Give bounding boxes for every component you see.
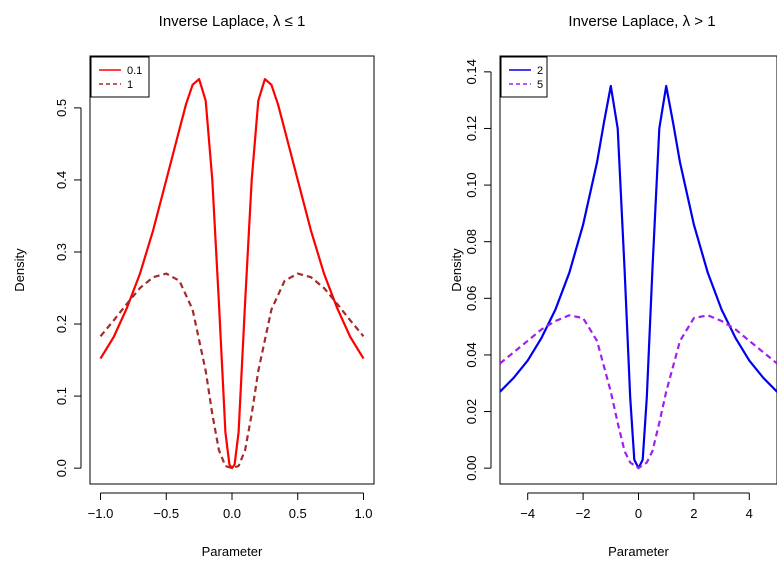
- x-tick-label: 0.5: [289, 506, 307, 521]
- y-tick-label: 0.2: [54, 315, 69, 333]
- x-tick-label: −2: [576, 506, 591, 521]
- y-tick-label: 0.4: [54, 171, 69, 189]
- y-tick-label: 0.08: [464, 229, 479, 254]
- chart-title: Inverse Laplace, λ ≤ 1: [159, 13, 306, 30]
- y-tick-label: 0.10: [464, 172, 479, 197]
- x-tick-label: 0: [635, 506, 642, 521]
- chart-panel-2: Inverse Laplace, λ > 1 −4 −2 0 2 4 0.00 0.02 0.0…: [449, 13, 777, 559]
- x-tick-label: 2: [690, 506, 697, 521]
- x-axis-label: Parameter: [202, 544, 263, 559]
- legend-label: 1: [127, 79, 133, 91]
- series-line-0.1: [99, 78, 365, 470]
- legend: 0.11: [90, 56, 150, 98]
- y-tick-label: 0.0: [54, 459, 69, 477]
- series-line-1: [99, 272, 365, 470]
- y-axis-label: Density: [12, 248, 27, 292]
- y-tick-label: 0.3: [54, 243, 69, 261]
- legend-box: [90, 56, 150, 98]
- x-tick-label: −4: [520, 506, 535, 521]
- legend-label: 2: [537, 65, 543, 77]
- y-tick-label: 0.12: [464, 116, 479, 141]
- series-group: [99, 78, 365, 470]
- y-tick-label: 0.02: [464, 399, 479, 424]
- x-tick-label: 0.0: [223, 506, 241, 521]
- y-tick-label: 0.00: [464, 455, 479, 480]
- legend-label: 0.1: [127, 65, 142, 77]
- series-group: [500, 84, 777, 470]
- x-tick-label: −1.0: [88, 506, 114, 521]
- x-tick-label: 1.0: [354, 506, 372, 521]
- legend: 25: [500, 56, 548, 98]
- plot-frame: [499, 55, 777, 485]
- legend-label: 5: [537, 79, 543, 91]
- legend-box: [500, 56, 548, 98]
- series-line-5: [500, 314, 777, 470]
- y-tick-label: 0.14: [464, 59, 479, 84]
- y-tick-label: 0.1: [54, 387, 69, 405]
- y-tick-label: 0.5: [54, 99, 69, 117]
- chart-title: Inverse Laplace, λ > 1: [568, 13, 715, 30]
- plot-frame: [89, 55, 375, 485]
- series-line-2: [500, 84, 777, 470]
- x-tick-label: 4: [746, 506, 753, 521]
- y-axis-label: Density: [449, 248, 464, 292]
- y-tick-label: 0.06: [464, 286, 479, 311]
- x-tick-label: −0.5: [153, 506, 179, 521]
- chart-panel-1: Inverse Laplace, λ ≤ 1 −1.0 −0.5 0.0 0.5 1.0 0…: [12, 13, 375, 559]
- x-axis-label: Parameter: [608, 544, 669, 559]
- y-tick-label: 0.04: [464, 342, 479, 367]
